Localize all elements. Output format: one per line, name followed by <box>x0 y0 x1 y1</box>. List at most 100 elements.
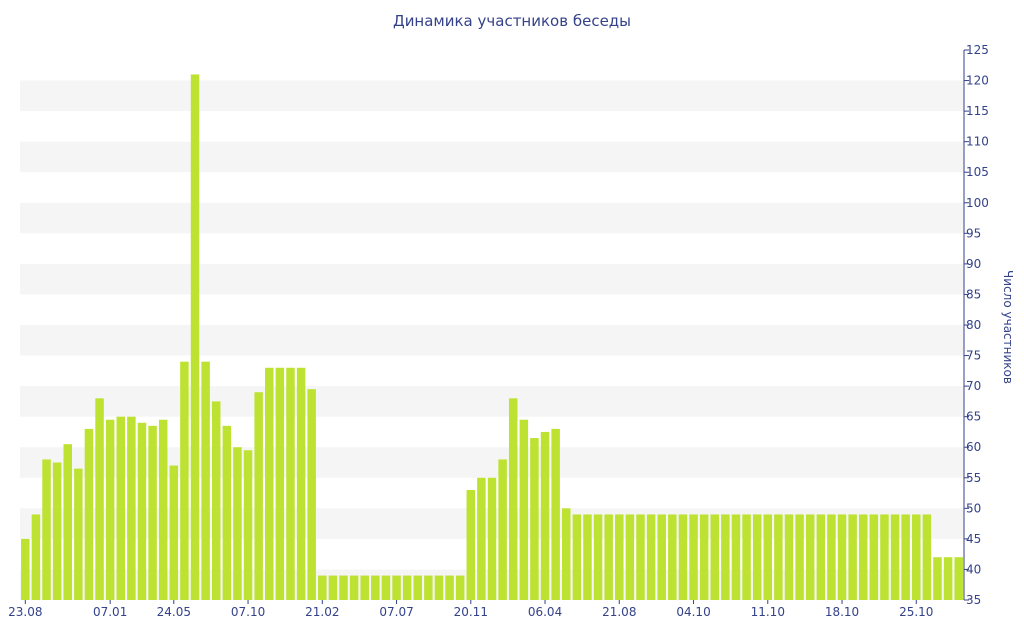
bar <box>74 468 83 600</box>
bar <box>763 514 773 600</box>
bar <box>625 514 635 600</box>
y-tick-label: 75 <box>966 349 981 363</box>
bar <box>572 514 582 600</box>
bar <box>604 514 613 600</box>
bar <box>360 575 369 600</box>
y-tick-label: 105 <box>966 165 989 179</box>
bar <box>105 419 115 600</box>
bar <box>455 575 465 600</box>
bar <box>169 465 179 600</box>
y-tick-label: 85 <box>966 287 981 301</box>
bar <box>127 416 136 600</box>
y-tick-label: 110 <box>966 135 989 149</box>
x-tick-label: 11.10 <box>751 605 785 619</box>
bar <box>148 425 157 600</box>
bar <box>593 514 603 600</box>
y-tick-label: 40 <box>966 562 981 576</box>
bar <box>211 401 221 600</box>
bar <box>158 419 168 600</box>
grid-band <box>20 386 964 417</box>
grid-band <box>20 325 964 356</box>
bar <box>328 575 338 600</box>
bar <box>583 514 592 600</box>
bar <box>742 514 751 600</box>
bar <box>795 514 804 600</box>
bar <box>890 514 900 600</box>
bar <box>636 514 645 600</box>
bar <box>689 514 698 600</box>
bar <box>933 557 942 600</box>
x-tick-label: 18.10 <box>825 605 859 619</box>
bar <box>498 459 507 600</box>
bar <box>922 514 932 600</box>
bar <box>827 514 836 600</box>
bar <box>858 514 868 600</box>
bar <box>848 514 857 600</box>
bar <box>943 557 953 600</box>
bar <box>21 538 30 600</box>
bar <box>31 514 41 600</box>
bar <box>349 575 359 600</box>
bar <box>901 514 910 600</box>
bar <box>487 477 497 600</box>
bar <box>42 459 51 600</box>
y-tick-label: 95 <box>966 226 981 240</box>
bar <box>562 508 571 600</box>
bar <box>402 575 412 600</box>
y-tick-label: 60 <box>966 440 981 454</box>
bar <box>434 575 444 600</box>
x-tick-label: 25.10 <box>899 605 933 619</box>
x-tick-label: 23.08 <box>8 605 42 619</box>
bar <box>912 514 921 600</box>
bar <box>137 422 147 600</box>
bar <box>880 514 889 600</box>
y-tick-label: 80 <box>966 318 981 332</box>
x-tick-label: 21.02 <box>305 605 339 619</box>
grid-band <box>20 202 964 234</box>
bar <box>265 367 274 600</box>
y-tick-label: 35 <box>966 593 981 607</box>
y-tick-label: 55 <box>966 471 981 485</box>
bar <box>84 428 94 600</box>
bar <box>296 367 306 600</box>
y-tick-label: 45 <box>966 532 981 546</box>
bar <box>201 361 210 600</box>
bar <box>710 514 719 600</box>
x-tick-label: 21.08 <box>602 605 636 619</box>
bar <box>551 428 560 600</box>
x-tick-label: 07.01 <box>93 605 127 619</box>
bar <box>699 514 709 600</box>
y-tick-label: 115 <box>966 104 989 118</box>
bar <box>678 514 688 600</box>
y-tick-label: 70 <box>966 379 981 393</box>
bar <box>869 514 879 600</box>
y-axis-title: Число участников <box>1001 270 1015 384</box>
bar <box>837 514 847 600</box>
bar <box>190 74 200 600</box>
bar <box>784 514 794 600</box>
chart-title: Динамика участников беседы <box>392 12 632 30</box>
bar <box>180 361 189 600</box>
x-tick-label: 07.10 <box>231 605 265 619</box>
bar <box>731 514 741 600</box>
bar <box>508 398 518 600</box>
grid-band <box>20 80 964 112</box>
x-tick-label: 07.07 <box>379 605 413 619</box>
bar <box>657 514 666 600</box>
bar <box>286 367 295 600</box>
x-tick-label: 24.05 <box>157 605 191 619</box>
bar <box>371 575 380 600</box>
bar <box>530 438 539 600</box>
y-tick-label: 100 <box>966 196 989 210</box>
bar <box>63 444 72 600</box>
grid-band <box>20 263 964 295</box>
bar <box>339 575 348 600</box>
bar <box>646 514 656 600</box>
bar <box>52 462 62 600</box>
bar <box>318 575 327 600</box>
bar <box>805 514 815 600</box>
y-tick-label: 65 <box>966 410 981 424</box>
bar <box>774 514 783 600</box>
bar <box>721 514 730 600</box>
